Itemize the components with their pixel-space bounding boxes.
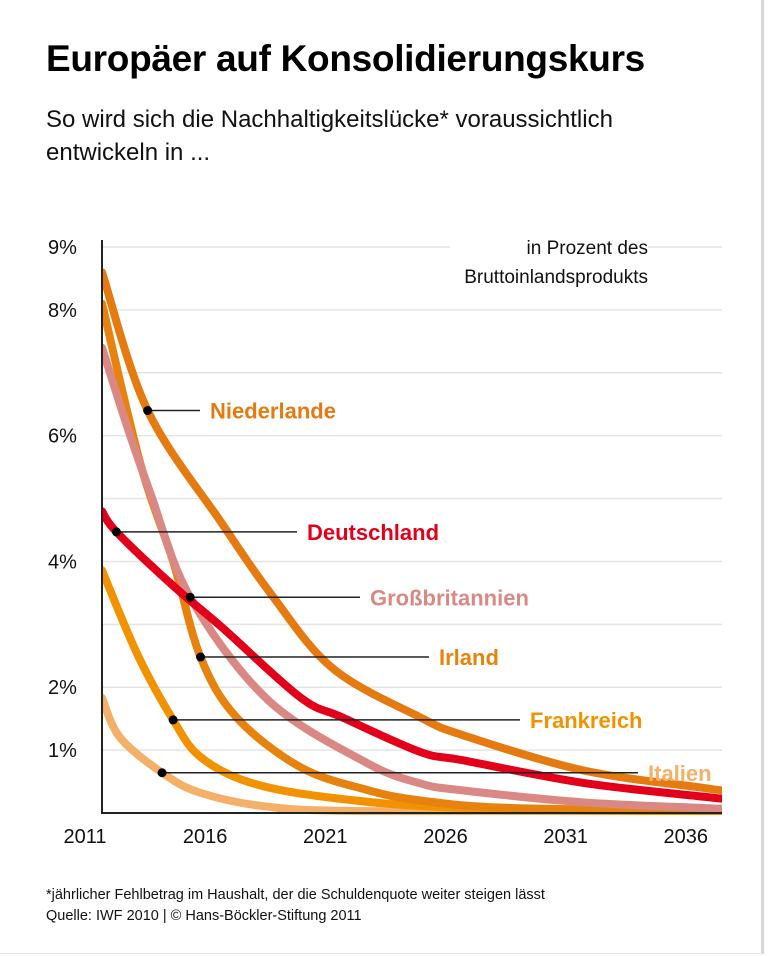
y-tick-label: 4% (48, 551, 77, 573)
footnote: *jährlicher Fehlbetrag im Haushalt, der … (46, 887, 545, 903)
y-tick-label: 8% (48, 300, 77, 322)
series-line-großbritannien (102, 343, 722, 813)
series-line-niederlande (102, 268, 722, 795)
chart-subtitle: So wird sich die Nachhaltigkeitslücke* v… (46, 106, 613, 166)
x-tick-label: 2031 (543, 826, 588, 848)
y-tick-label: 1% (48, 740, 77, 762)
series-marker (111, 527, 121, 537)
unit-note: in Prozent des Bruttoinlandsprodukts (450, 234, 648, 292)
y-tick-label: 9% (48, 237, 77, 259)
series-marker (168, 715, 178, 725)
x-tick-label: 2011 (63, 826, 106, 848)
series-marker (185, 592, 195, 602)
series-marker (157, 768, 167, 778)
source-note: Quelle: IWF 2010 | © Hans-Böckler-Stiftu… (46, 908, 362, 924)
series-marker (143, 406, 153, 416)
series-marker (196, 652, 206, 662)
unit-note-line2: Bruttoinlandsprodukts (464, 267, 648, 288)
series-label: Italien (648, 761, 712, 786)
chart-title: Europäer auf Konsolidierungskurs (46, 38, 645, 79)
x-tick-label: 2016 (183, 826, 228, 848)
y-tick-label: 6% (48, 426, 77, 448)
series-label: Deutschland (307, 520, 439, 545)
x-tick-label: 2026 (423, 826, 468, 848)
series-label: Niederlande (210, 399, 336, 424)
y-tick-label: 2% (48, 677, 77, 699)
x-tick-label: 2021 (303, 826, 348, 848)
series-label: Frankreich (530, 708, 643, 733)
series-line-irland (102, 299, 722, 815)
x-tick-label: 2036 (664, 826, 709, 848)
unit-note-line1: in Prozent des (526, 238, 648, 259)
series-line-deutschland (102, 507, 722, 803)
series-label: Großbritannien (370, 585, 529, 610)
series-label: Irland (439, 645, 499, 670)
